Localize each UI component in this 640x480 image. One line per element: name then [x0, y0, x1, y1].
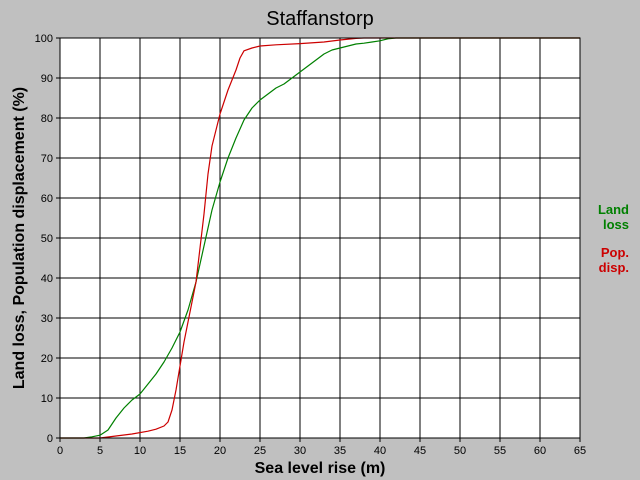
x-tick-label: 25	[254, 445, 266, 457]
chart-title: Staffanstorp	[266, 8, 373, 30]
y-tick-label: 10	[41, 393, 53, 405]
y-tick-label: 50	[41, 233, 53, 245]
y-tick-label: 60	[41, 193, 53, 205]
y-tick-label: 70	[41, 153, 53, 165]
land-loss-line	[60, 37, 580, 439]
x-tick-label: 10	[134, 445, 146, 457]
x-tick-label: 45	[414, 445, 426, 457]
y-tick-label: 80	[41, 113, 53, 125]
legend-land-loss-line1: Land	[598, 202, 629, 217]
x-tick-label: 60	[534, 445, 546, 457]
x-tick-label: 15	[174, 445, 186, 457]
x-tick-label: 65	[574, 445, 586, 457]
x-axis-ticks: 0 5 10 15 20 25 30 35 40 45 50 55 60 65	[57, 438, 586, 457]
x-tick-label: 35	[334, 445, 346, 457]
x-tick-label: 0	[57, 445, 63, 457]
x-tick-label: 5	[97, 445, 103, 457]
y-tick-label: 30	[41, 313, 53, 325]
y-axis-label: Land loss, Population displacement (%)	[11, 87, 28, 389]
legend-pop-disp-line2: disp.	[599, 260, 629, 275]
x-tick-label: 20	[214, 445, 226, 457]
y-tick-label: 40	[41, 273, 53, 285]
x-tick-label: 30	[294, 445, 306, 457]
y-tick-label: 0	[47, 433, 53, 445]
y-tick-label: 20	[41, 353, 53, 365]
pop-disp-line	[60, 37, 580, 439]
x-tick-label: 40	[374, 445, 386, 457]
x-axis-label: Sea level rise (m)	[255, 460, 386, 477]
legend: Land loss Pop. disp.	[598, 202, 629, 275]
legend-land-loss-line2: loss	[603, 217, 629, 232]
y-tick-label: 100	[35, 33, 53, 45]
y-axis-ticks: 0 10 20 30 40 50 60 70 80 90 100	[35, 33, 60, 445]
y-tick-label: 90	[41, 73, 53, 85]
plot-frame	[59, 37, 581, 439]
series-lines	[60, 37, 580, 439]
x-tick-label: 55	[494, 445, 506, 457]
legend-pop-disp-line1: Pop.	[601, 245, 629, 260]
x-tick-label: 50	[454, 445, 466, 457]
